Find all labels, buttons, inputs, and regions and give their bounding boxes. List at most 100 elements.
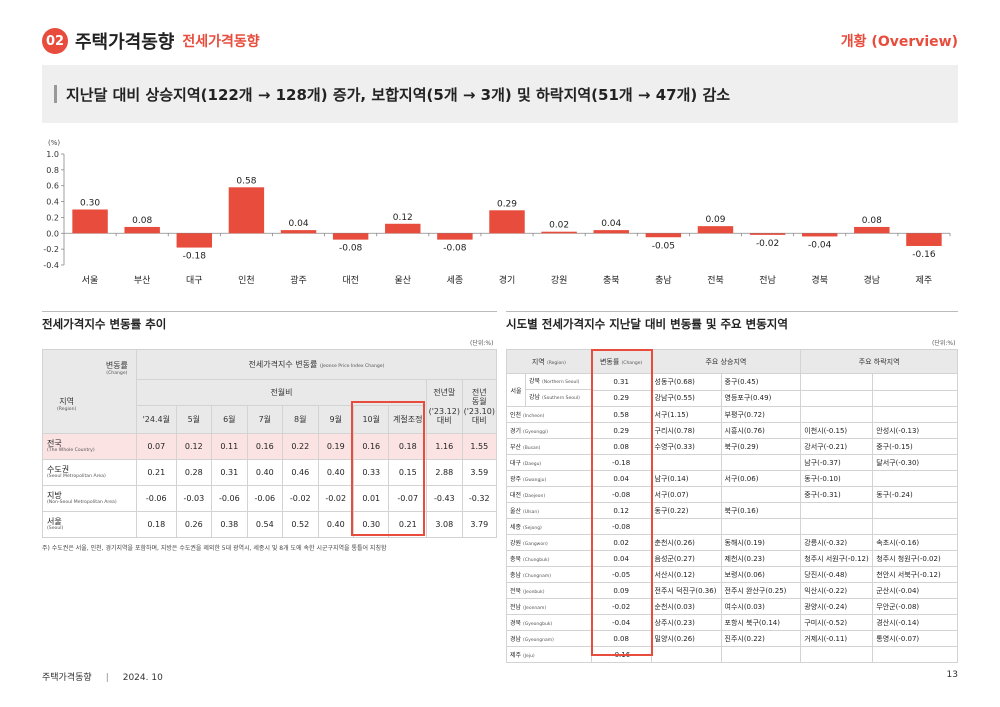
cell-rising: 성동구(0.68): [650, 373, 722, 391]
cell-rising: 서구(0.07): [650, 486, 722, 503]
bar-value-label: 0.30: [80, 199, 100, 209]
bar-강원: [541, 231, 577, 234]
bar-세종: [437, 233, 473, 240]
cell-change: -0.05: [590, 566, 652, 583]
cell-falling: [872, 406, 958, 423]
x-category-label: 인천: [238, 275, 255, 286]
bar-value-label: 0.12: [393, 213, 413, 223]
cell-value: 0.21: [388, 511, 428, 538]
y-tick-label: 0.2: [46, 213, 59, 222]
x-category-label: 충남: [655, 275, 672, 286]
cell-value: 0.01: [352, 485, 390, 512]
cell-change: 0.29: [590, 422, 652, 439]
cell-rising: 남구(0.14): [650, 470, 722, 487]
cell-rising: [720, 518, 802, 535]
cell-rising: [650, 518, 722, 535]
cell-change: -0.08: [590, 518, 652, 535]
bar-충북: [593, 230, 629, 234]
bar-전남: [749, 233, 786, 235]
jeonse-trend-table: 변동률 (Change) 지역 (Region) 전세가격지수 변동률 (Jeo…: [42, 349, 498, 538]
table-row: 전국 (The Whole Country) 0.07 0.12 0.11 0.16 0.2…: [42, 433, 498, 460]
x-category-label: 전북: [707, 275, 724, 286]
cell-value: 0.46: [282, 459, 319, 486]
month-header: '24.4월: [135, 405, 177, 434]
table-row: 인천 (Incheon) 0.58 서구(1.15) 부평구(0.72): [506, 406, 958, 423]
x-category-label: 경기: [499, 274, 516, 286]
cell-change: 0.04: [590, 550, 652, 567]
cell-falling: [872, 502, 958, 519]
row-region: 충북 (Chungbuk): [506, 550, 592, 567]
cell-rising: 전주시 완산구(0.25): [720, 582, 802, 599]
bar-value-label: 0.08: [132, 216, 152, 226]
cell-value: 0.33: [352, 459, 390, 486]
cell-falling: 청주시 청원구(-0.02): [872, 550, 958, 567]
cell-value: 0.21: [135, 459, 177, 486]
cell-value: 0.07: [135, 433, 177, 460]
table-row: 지방 (Non-Seoul Metropolitan Area) -0.06 -0.0…: [42, 485, 498, 512]
table-row: 경남 (Gyeongnam) 0.08 밀양시(0.26) 진주시(0.22) 거제시(…: [506, 630, 958, 647]
cell-falling: 구미시(-0.52): [800, 614, 874, 631]
cell-value: -0.06: [211, 485, 248, 512]
cell-rising: 강남구(0.55): [650, 389, 722, 407]
region-col-header: 지역 (Region): [506, 349, 592, 374]
cell-falling: 중구(-0.31): [800, 486, 874, 503]
banner-accent-bar: [54, 85, 57, 103]
row-region: 대전 (Daejeon): [506, 486, 592, 503]
right-section-title: 시도별 전세가격지수 지난달 대비 변동률 및 주요 변동지역: [506, 317, 788, 331]
summary-banner: 지난달 대비 상승지역(122개 → 128개) 증가, 보합지역(5개 → 3…: [42, 65, 958, 123]
table-row: 전남 (Jeonnam) -0.02 순천시(0.03) 여수시(0.03) 광양시(-…: [506, 598, 958, 615]
table-row: 제주 (Jeju) -0.16: [506, 646, 958, 663]
bar-충남: [645, 233, 682, 238]
y-tick-label: 1.0: [46, 150, 59, 159]
cell-rising: 순천시(0.03): [650, 598, 722, 615]
falling-header: 주요 하락지역: [800, 349, 958, 374]
month-header: 9월: [317, 405, 355, 434]
bar-value-label: 0.02: [549, 221, 569, 231]
cell-value: 0.18: [388, 433, 428, 460]
x-category-label: 강원: [551, 275, 568, 286]
table-row: 서울 강북 (Northern Seoul) 강남 (Southern Seoul)…: [506, 373, 958, 407]
yoy-header: 전년 동월 ('23.10) 대비: [461, 379, 498, 434]
bar-value-label: -0.16: [912, 250, 936, 260]
table-row: 대전 (Daejeon) -0.08 서구(0.07) 중구(-0.31) 동구(-0.…: [506, 486, 958, 503]
overview-label: 개황 (Overview): [840, 34, 958, 50]
cell-value: 3.59: [461, 459, 498, 486]
cell-change: -0.08: [590, 486, 652, 503]
cell-rising: 포항시 북구(0.14): [720, 614, 802, 631]
ytd-header: 전년말 ('23.12) 대비: [426, 379, 463, 434]
bar-value-label: 0.29: [497, 199, 517, 209]
bar-value-label: 0.58: [236, 176, 256, 186]
bar-value-label: -0.08: [339, 244, 363, 254]
cell-falling: 거제시(-0.11): [800, 630, 874, 647]
footer-title: 주택가격동향: [42, 673, 92, 683]
row-region: 울산 (Ulsan): [506, 502, 592, 519]
cell-falling: [800, 389, 874, 407]
x-category-label: 제주: [916, 275, 933, 286]
mom-header: 전월비: [135, 379, 428, 406]
bar-대전: [332, 233, 369, 240]
row-region: 서울 (Seoul): [42, 511, 137, 538]
row-region: 부산 (Busan): [506, 438, 592, 455]
x-category-label: 부산: [134, 275, 151, 286]
left-section-rule: [42, 311, 497, 312]
bar-광주: [280, 230, 317, 234]
bar-전북: [697, 226, 734, 234]
bar-value-label: -0.18: [183, 252, 207, 262]
cell-change: 0.31: [590, 373, 652, 391]
cell-rising: 밀양시(0.26): [650, 630, 722, 647]
row-region: 경남 (Gyeongnam): [506, 630, 592, 647]
bar-경남: [854, 226, 890, 234]
cell-value: 0.18: [135, 511, 177, 538]
row-region: 대구 (Daegu): [506, 454, 592, 471]
row-region: 전국 (The Whole Country): [42, 433, 137, 460]
cell-falling: [800, 646, 874, 663]
cell-falling: 당진시(-0.48): [800, 566, 874, 583]
month-header: 6월: [211, 405, 248, 434]
cell-rising: 상주시(0.23): [650, 614, 722, 631]
cell-change: -0.02: [590, 598, 652, 615]
row-region: 전북 (Jeonbuk): [506, 582, 592, 599]
cell-rising: 서구(1.15): [650, 406, 722, 423]
cell-value: -0.02: [282, 485, 319, 512]
cell-falling: 동구(-0.24): [872, 486, 958, 503]
table-row: 서울 (Seoul) 0.18 0.26 0.38 0.54 0.52 0.40 0.30 0.2…: [42, 511, 498, 538]
